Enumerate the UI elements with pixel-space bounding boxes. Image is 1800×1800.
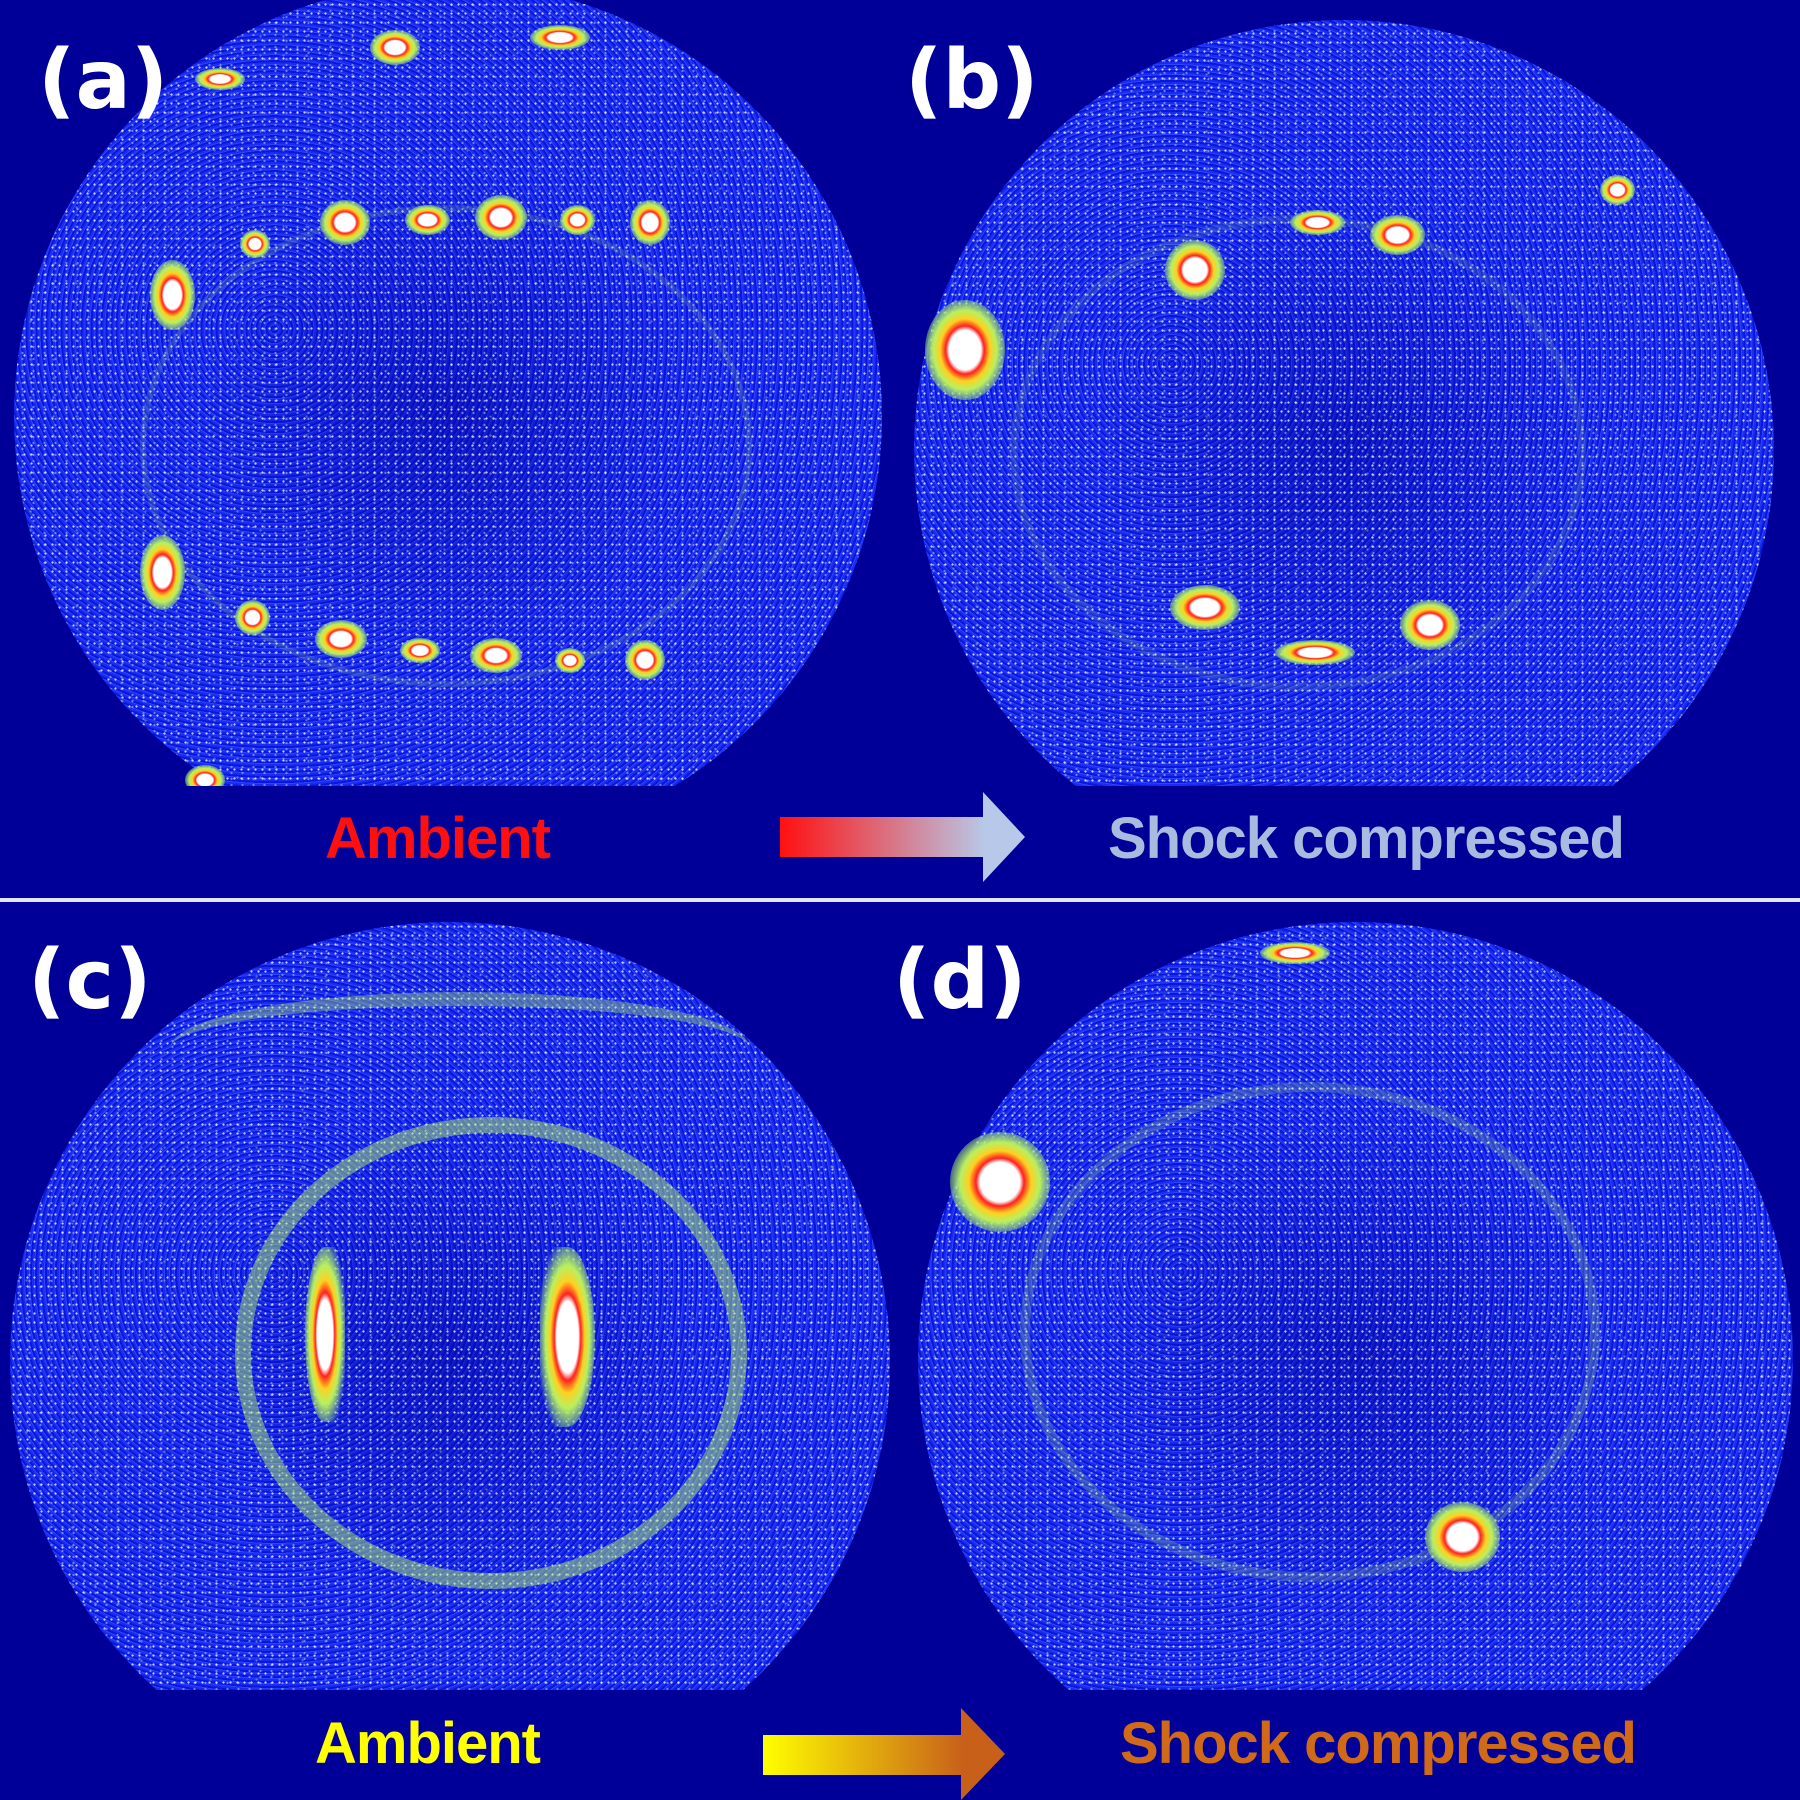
panel-label-c: (c) [28, 933, 152, 1028]
diffraction-arc-right [540, 1247, 595, 1427]
diffraction-ring-outer [170, 992, 750, 1106]
diffraction-spot [195, 68, 245, 90]
right-arrow-icon [763, 1708, 1008, 1800]
diffraction-spot [1170, 585, 1240, 630]
diffraction-spot [320, 200, 370, 245]
diffraction-spot [470, 638, 522, 673]
diffraction-spot [1425, 1502, 1500, 1572]
diffraction-ring [1020, 1082, 1600, 1582]
diffraction-spot [560, 205, 595, 235]
diffraction-spot [400, 638, 440, 663]
panel-label-a: (a) [38, 33, 169, 128]
panel-b [900, 0, 1800, 786]
diffraction-spot [950, 1132, 1050, 1232]
panel-c [0, 902, 900, 1690]
diffraction-spot [315, 620, 367, 658]
diffraction-spot [925, 300, 1005, 400]
diffraction-spot [1260, 942, 1330, 964]
diffraction-spot [630, 200, 670, 245]
panel-label-d: (d) [893, 933, 1027, 1028]
diffraction-spot [150, 260, 195, 330]
diffraction-arc-left [305, 1247, 345, 1422]
caption-ambient-bottom: Ambient [315, 1711, 541, 1776]
diffraction-spot [185, 765, 225, 786]
diffraction-spot [370, 30, 420, 65]
diffraction-spot [240, 230, 270, 258]
row-divider [0, 898, 1800, 902]
diffraction-spot [530, 25, 590, 50]
diffraction-spot [1290, 210, 1345, 235]
diffraction-spot [1400, 600, 1460, 650]
diffraction-ring [140, 205, 752, 687]
diffraction-spot [555, 648, 585, 673]
diffraction-ring [1010, 215, 1586, 691]
panel-d [900, 902, 1800, 1690]
diffraction-spot [140, 535, 185, 610]
right-arrow-icon [780, 792, 1025, 882]
diffraction-spot [1275, 640, 1355, 665]
diffraction-spot [475, 195, 527, 240]
caption-ambient-top: Ambient [325, 806, 551, 871]
diffraction-spot [1370, 215, 1425, 255]
diffraction-spot [625, 640, 665, 680]
diffraction-spot [235, 600, 270, 635]
panel-label-b: (b) [905, 33, 1039, 128]
diffraction-spot [405, 205, 450, 235]
diffraction-spot [1600, 175, 1635, 205]
caption-shock-compressed-bottom: Shock compressed [1120, 1711, 1637, 1776]
panel-a [0, 0, 900, 786]
caption-shock-compressed-top: Shock compressed [1108, 806, 1625, 871]
diffraction-spot [1165, 240, 1225, 300]
